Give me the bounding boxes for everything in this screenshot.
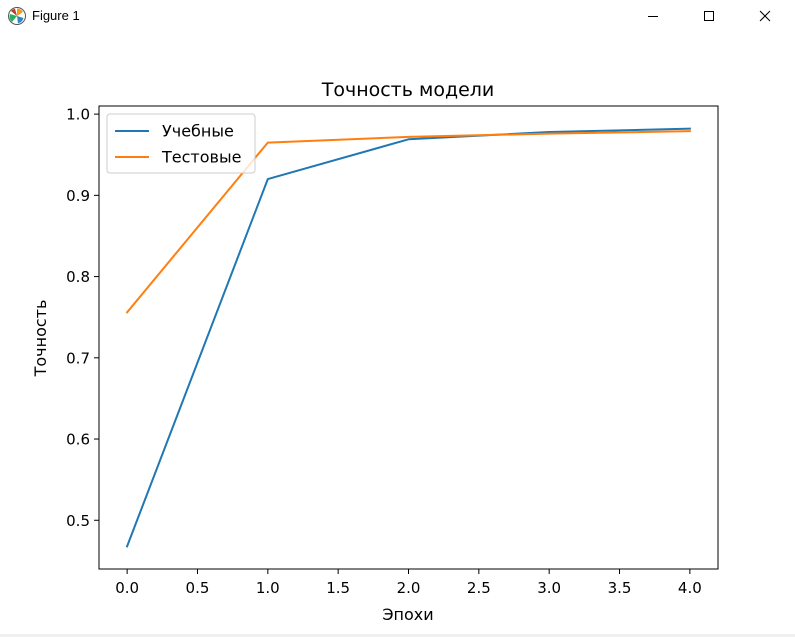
legend-label-train: Учебные bbox=[162, 122, 234, 141]
x-tick-label: 1.5 bbox=[326, 579, 350, 597]
close-icon bbox=[759, 10, 771, 22]
x-tick-label: 0.5 bbox=[186, 579, 210, 597]
minimize-icon bbox=[648, 16, 658, 17]
x-axis-label: Эпохи bbox=[382, 605, 433, 624]
y-tick-label: 0.5 bbox=[66, 512, 90, 530]
x-tick-label: 1.0 bbox=[256, 579, 280, 597]
legend-box bbox=[106, 113, 256, 174]
y-tick-label: 0.8 bbox=[66, 268, 90, 286]
y-tick-label: 0.7 bbox=[66, 349, 90, 367]
y-axis-label: Точность bbox=[31, 300, 50, 378]
x-tick-label: 2.0 bbox=[397, 579, 421, 597]
x-tick-label: 0.0 bbox=[115, 579, 139, 597]
x-tick-label: 3.5 bbox=[608, 579, 632, 597]
plot-area bbox=[98, 105, 719, 570]
y-tick-label: 1.0 bbox=[66, 106, 90, 124]
matplotlib-logo-icon bbox=[8, 7, 26, 25]
series-line-test bbox=[125, 130, 691, 314]
close-button[interactable] bbox=[742, 0, 788, 32]
x-tick-label: 3.0 bbox=[537, 579, 561, 597]
window-titlebar: Figure 1 bbox=[0, 0, 795, 34]
series-line-train bbox=[125, 127, 691, 548]
legend-label-test: Тестовые bbox=[161, 148, 241, 167]
minimize-button[interactable] bbox=[630, 0, 676, 32]
maximize-icon bbox=[704, 11, 714, 21]
y-axis-ticks: 0.5 0.6 0.7 0.8 0.9 1.0 bbox=[66, 106, 99, 530]
accuracy-chart: Точность модели 0.0 0.5 1.0 1.5 2.0 2.5 3.0 3.5… bbox=[31, 79, 719, 624]
maximize-button[interactable] bbox=[686, 0, 732, 32]
chart-title: Точность модели bbox=[321, 79, 495, 101]
x-axis-ticks: 0.0 0.5 1.0 1.5 2.0 2.5 3.0 3.5 4.0 bbox=[115, 569, 702, 597]
x-tick-label: 2.5 bbox=[467, 579, 491, 597]
y-tick-label: 0.6 bbox=[66, 431, 90, 449]
y-tick-label: 0.9 bbox=[66, 187, 90, 205]
x-tick-label: 4.0 bbox=[678, 579, 702, 597]
window-title: Figure 1 bbox=[32, 8, 80, 23]
legend: Учебные Тестовые bbox=[106, 113, 256, 174]
window-bottom-edge bbox=[0, 634, 795, 637]
series-lines bbox=[125, 127, 691, 548]
